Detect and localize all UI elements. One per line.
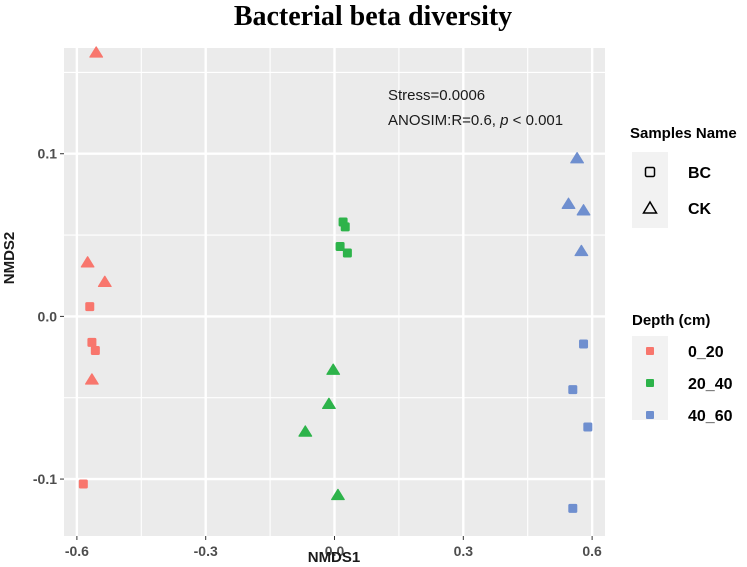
x-tick-label: -0.6 xyxy=(65,543,89,559)
y-tick-label: 0.0 xyxy=(38,308,58,324)
data-point xyxy=(89,46,104,58)
data-point xyxy=(97,275,112,288)
plot-panel xyxy=(64,46,605,536)
x-tick-label: -0.3 xyxy=(194,543,218,559)
anosim-annotation: ANOSIM:R=0.6, p < 0.001 xyxy=(388,112,563,129)
anosim-suffix: < 0.001 xyxy=(508,112,563,129)
data-point xyxy=(335,241,345,251)
data-point xyxy=(85,373,99,385)
data-point xyxy=(340,222,350,232)
data-point xyxy=(298,425,313,437)
legend-samples-title: Samples Name xyxy=(630,125,737,142)
y-tick-label: 0.1 xyxy=(38,146,58,162)
y-tick-label: -0.1 xyxy=(33,471,57,487)
data-point xyxy=(579,339,589,349)
data-point xyxy=(568,503,578,513)
data-points xyxy=(78,46,593,513)
data-point xyxy=(342,248,352,258)
data-point xyxy=(568,385,578,395)
x-tick-label: 0.0 xyxy=(325,543,345,559)
legend-color-swatch xyxy=(646,411,654,419)
data-point xyxy=(576,204,591,216)
x-tick-label: 0.3 xyxy=(454,543,474,559)
legend-samples-key-background xyxy=(632,152,668,228)
y-axis-title: NMDS2 xyxy=(1,232,18,285)
chart-title: Bacterial beta diversity xyxy=(234,1,512,32)
legend-triangle-symbol xyxy=(642,200,658,214)
data-point xyxy=(331,488,345,501)
legend-depth: Depth (cm) 0_20 20_40 40_60 xyxy=(632,312,733,425)
data-point xyxy=(326,363,341,375)
anosim-prefix: ANOSIM:R=0.6, xyxy=(388,112,500,129)
stress-annotation: Stress=0.0006 xyxy=(388,87,485,104)
x-axis-title: NMDS1 xyxy=(308,549,361,566)
legend-depth-label: 40_60 xyxy=(688,408,733,425)
legend-samples-label: BC xyxy=(688,165,712,182)
data-point xyxy=(85,302,95,312)
data-point xyxy=(322,397,336,410)
legend-depth-label: 0_20 xyxy=(688,344,724,361)
legend-color-swatch xyxy=(646,379,654,387)
legend-samples-name: Samples Name BC CK xyxy=(630,125,737,228)
data-point xyxy=(561,197,576,209)
grid-lines xyxy=(64,48,605,536)
legend-samples-items: BC CK xyxy=(642,165,712,218)
data-point xyxy=(574,244,589,257)
data-point xyxy=(80,256,95,268)
data-point xyxy=(90,346,100,356)
legend-depth-items: 0_20 20_40 40_60 xyxy=(646,344,733,425)
anosim-p-symbol: p xyxy=(499,112,508,129)
legend-color-swatch xyxy=(646,347,654,355)
data-point xyxy=(583,422,593,432)
axes: -0.6 -0.3 0.0 0.3 0.6 -0.1 0.0 0.1 xyxy=(33,146,602,559)
data-point xyxy=(570,152,584,164)
data-point xyxy=(78,479,88,489)
legend-square-symbol xyxy=(644,166,656,178)
data-point xyxy=(87,337,97,347)
legend-depth-label: 20_40 xyxy=(688,376,733,393)
legend-depth-title: Depth (cm) xyxy=(632,312,710,329)
legend-samples-label: CK xyxy=(688,201,712,218)
x-tick-label: 0.6 xyxy=(582,543,602,559)
